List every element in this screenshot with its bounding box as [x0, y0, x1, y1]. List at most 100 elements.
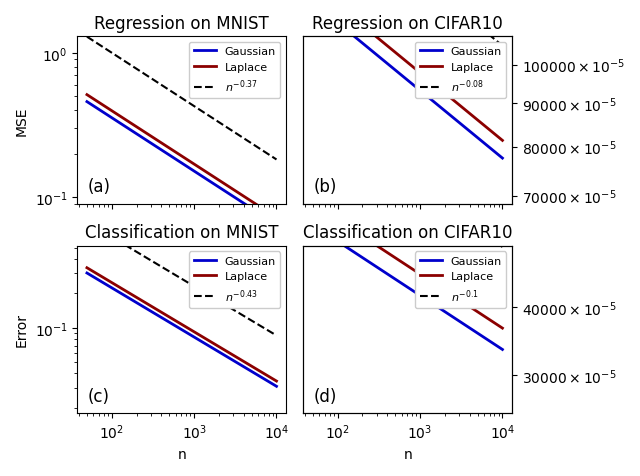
- Text: (a): (a): [88, 178, 111, 196]
- Title: Classification on CIFAR10: Classification on CIFAR10: [303, 224, 513, 242]
- $n^{-0.37}$: [273, 157, 280, 163]
- Gaussian: [481, 141, 488, 147]
- Laplace: [421, 275, 429, 281]
- Laplace: [255, 204, 262, 209]
- Gaussian: [481, 335, 488, 341]
- Gaussian: [195, 337, 203, 343]
- Title: Regression on MNIST: Regression on MNIST: [94, 15, 269, 33]
- Gaussian: [195, 172, 203, 178]
- Gaussian: [425, 299, 433, 305]
- Gaussian: [83, 270, 91, 276]
- Line: Laplace: Laplace: [313, 204, 502, 328]
- $n^{-0.43}$: [84, 220, 92, 226]
- $n^{-0.1}$: [422, 194, 429, 200]
- Laplace: [195, 165, 203, 171]
- Laplace: [309, 201, 317, 207]
- Title: Classification on MNIST: Classification on MNIST: [85, 224, 278, 242]
- Laplace: [469, 114, 477, 119]
- Gaussian: [196, 338, 204, 344]
- Line: Gaussian: Gaussian: [313, 226, 502, 350]
- $n^{-0.43}$: [199, 289, 207, 295]
- Laplace: [421, 75, 429, 80]
- $n^{-0.37}$: [199, 110, 207, 116]
- Legend: Gaussian, Laplace, $n^{-0.37}$: Gaussian, Laplace, $n^{-0.37}$: [189, 43, 280, 99]
- $n^{-0.43}$: [195, 287, 203, 292]
- Legend: Gaussian, Laplace, $n^{-0.08}$: Gaussian, Laplace, $n^{-0.08}$: [415, 43, 506, 99]
- Gaussian: [309, 0, 317, 6]
- Gaussian: [84, 271, 92, 277]
- Y-axis label: MSE: MSE: [15, 106, 29, 136]
- $n^{-0.08}$: [499, 44, 506, 50]
- $n^{-0.1}$: [469, 225, 477, 231]
- Line: $n^{-0.08}$: $n^{-0.08}$: [313, 0, 502, 47]
- Laplace: [84, 266, 92, 271]
- Laplace: [243, 361, 250, 367]
- Laplace: [196, 166, 204, 171]
- Gaussian: [421, 92, 429, 98]
- Line: Gaussian: Gaussian: [87, 102, 276, 225]
- X-axis label: n: n: [177, 447, 186, 461]
- $n^{-0.43}$: [255, 322, 262, 328]
- Laplace: [199, 335, 207, 340]
- Gaussian: [499, 347, 506, 353]
- Laplace: [273, 378, 280, 384]
- Laplace: [83, 92, 91, 98]
- Text: (c): (c): [88, 387, 110, 405]
- $n^{-0.1}$: [481, 233, 488, 238]
- $n^{-0.37}$: [195, 107, 203, 113]
- Laplace: [199, 168, 207, 173]
- Gaussian: [84, 100, 92, 106]
- Gaussian: [273, 222, 280, 228]
- Y-axis label: Error: Error: [15, 313, 29, 347]
- Gaussian: [469, 327, 477, 333]
- Laplace: [499, 138, 506, 144]
- Line: $n^{-0.37}$: $n^{-0.37}$: [87, 38, 276, 160]
- Gaussian: [422, 93, 429, 99]
- Gaussian: [422, 297, 429, 302]
- Text: (b): (b): [314, 178, 337, 196]
- Legend: Gaussian, Laplace, $n^{-0.43}$: Gaussian, Laplace, $n^{-0.43}$: [189, 252, 280, 308]
- Gaussian: [310, 1, 317, 7]
- $n^{-0.43}$: [83, 220, 91, 226]
- Line: Laplace: Laplace: [87, 95, 276, 218]
- Gaussian: [243, 203, 250, 208]
- Line: $n^{-0.43}$: $n^{-0.43}$: [87, 223, 276, 336]
- Laplace: [481, 314, 488, 320]
- Laplace: [422, 75, 429, 81]
- $n^{-0.1}$: [425, 197, 433, 202]
- Gaussian: [255, 210, 262, 216]
- $n^{-0.1}$: [309, 120, 317, 126]
- Laplace: [422, 275, 429, 281]
- Laplace: [469, 306, 477, 312]
- Gaussian: [425, 96, 433, 101]
- Gaussian: [199, 175, 207, 180]
- Laplace: [243, 196, 250, 201]
- $n^{-0.37}$: [255, 146, 262, 151]
- $n^{-0.1}$: [421, 194, 429, 199]
- Laplace: [273, 215, 280, 221]
- Gaussian: [199, 340, 207, 346]
- Legend: Gaussian, Laplace, $n^{-0.1}$: Gaussian, Laplace, $n^{-0.1}$: [415, 252, 506, 308]
- $n^{-0.37}$: [196, 108, 204, 113]
- Gaussian: [421, 296, 429, 302]
- Line: $n^{-0.1}$: $n^{-0.1}$: [313, 123, 502, 248]
- Gaussian: [309, 223, 317, 228]
- Gaussian: [273, 384, 280, 389]
- Line: Laplace: Laplace: [313, 0, 502, 141]
- Laplace: [255, 368, 262, 374]
- Laplace: [499, 326, 506, 331]
- $n^{-0.43}$: [273, 333, 280, 338]
- Gaussian: [499, 156, 506, 162]
- $n^{-0.08}$: [481, 29, 488, 35]
- Laplace: [425, 78, 433, 84]
- $n^{-0.1}$: [310, 121, 317, 127]
- Line: Gaussian: Gaussian: [87, 273, 276, 387]
- Laplace: [196, 333, 204, 338]
- Line: Gaussian: Gaussian: [313, 3, 502, 159]
- Gaussian: [255, 373, 262, 379]
- Laplace: [195, 332, 203, 338]
- Gaussian: [196, 172, 204, 178]
- X-axis label: n: n: [403, 447, 412, 461]
- $n^{-0.08}$: [469, 19, 477, 25]
- Text: (d): (d): [314, 387, 337, 405]
